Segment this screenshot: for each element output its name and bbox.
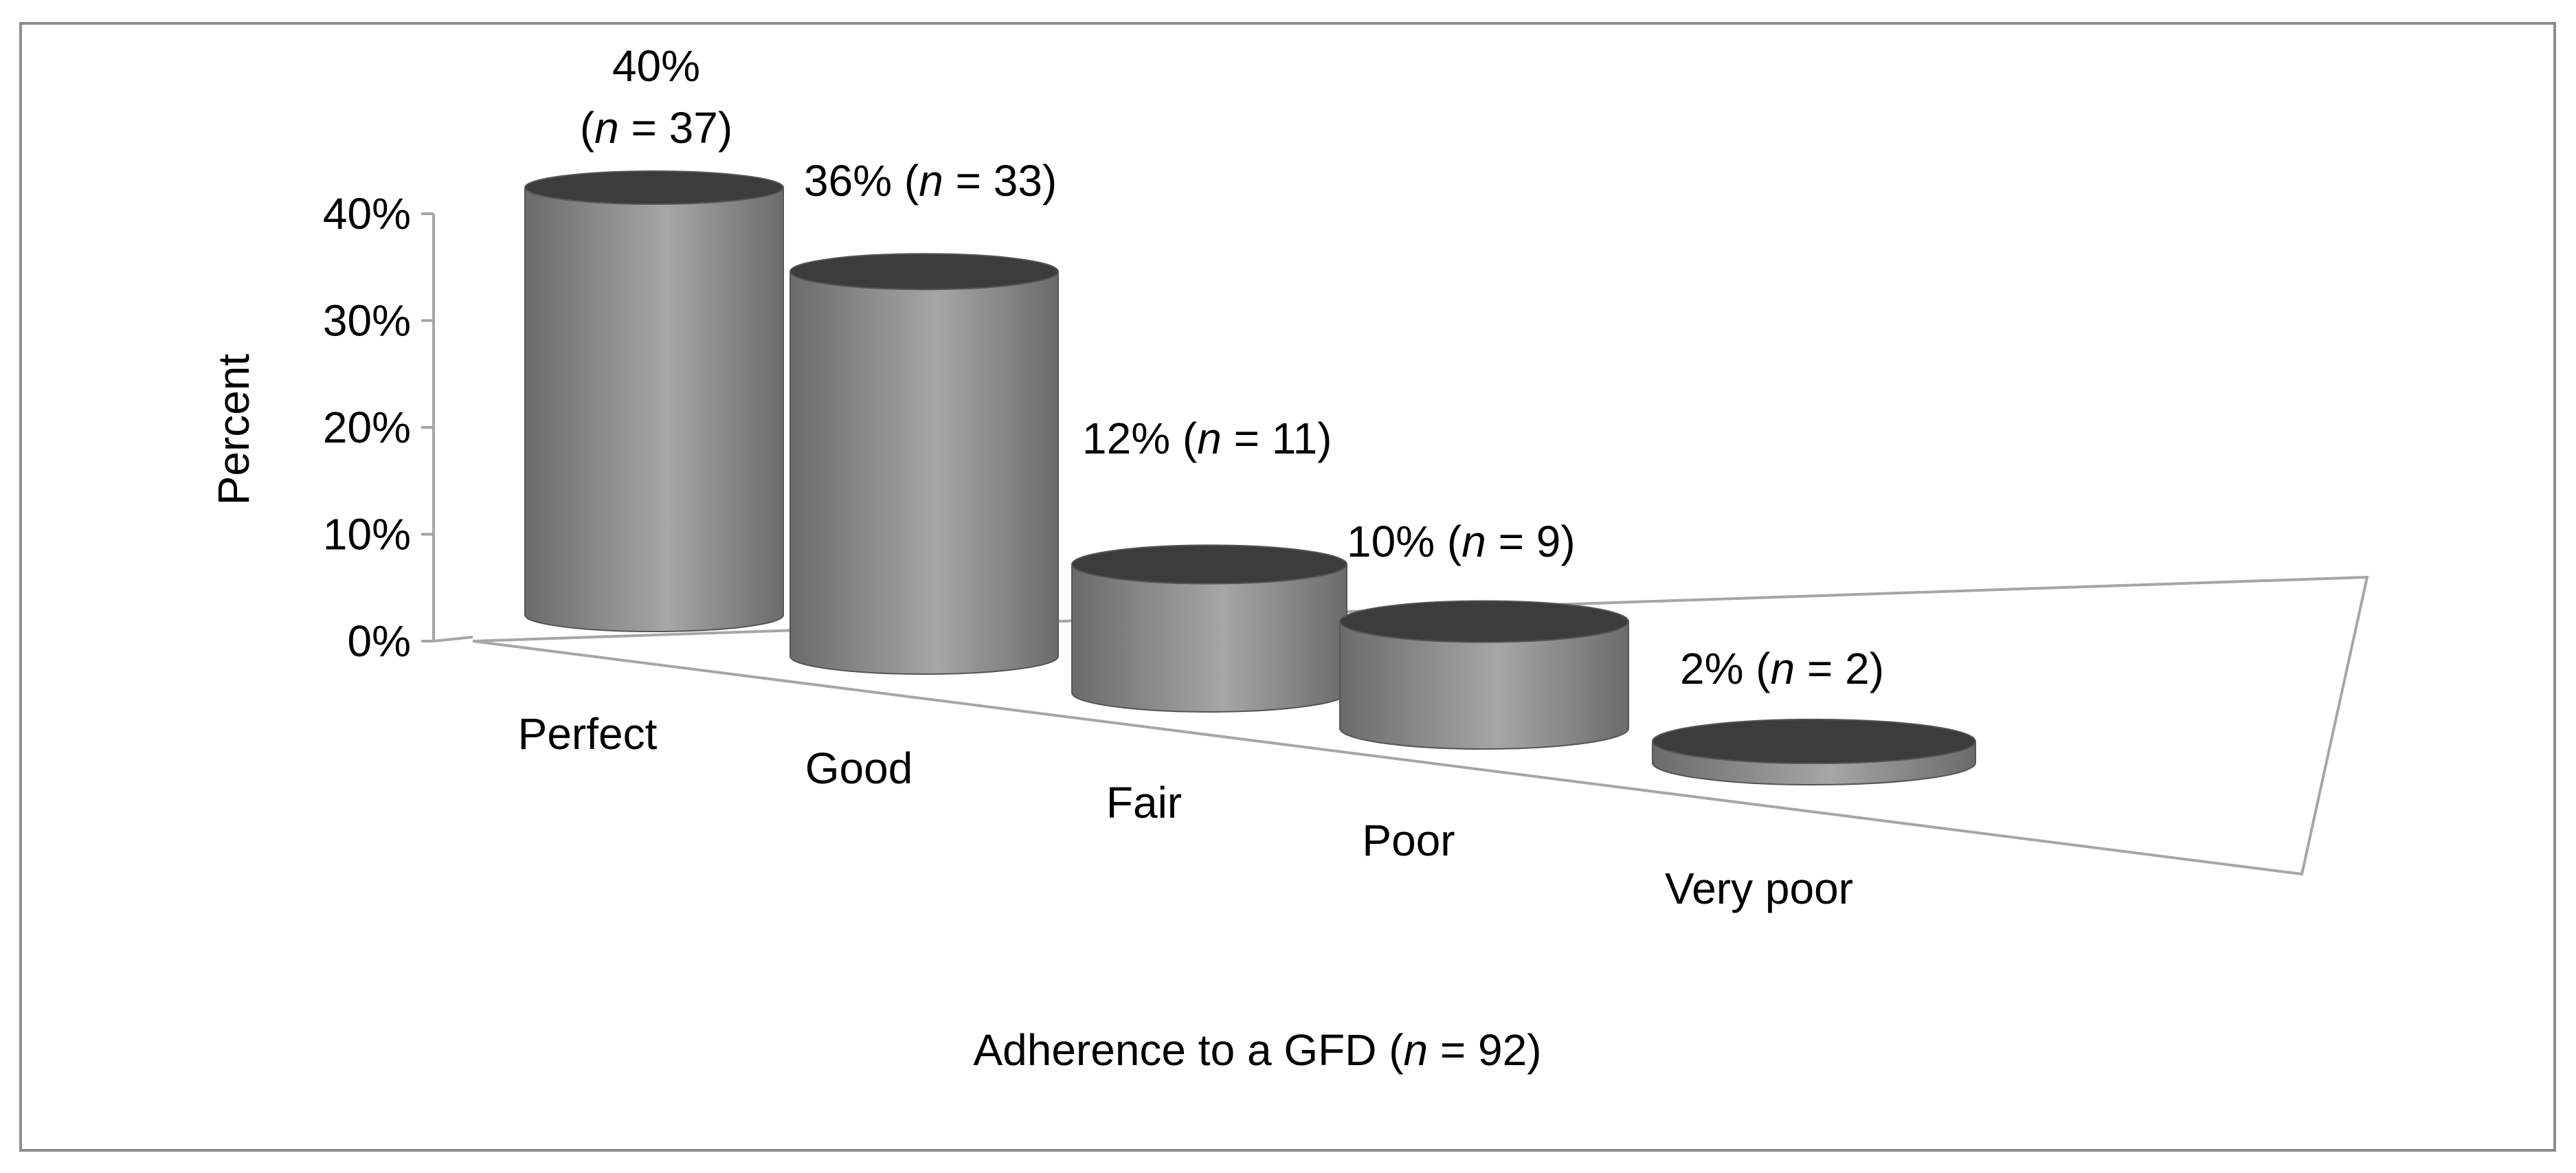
bars (524, 170, 1976, 785)
bar-top (1339, 600, 1629, 643)
bar-good (789, 253, 1059, 675)
bar-top (1071, 544, 1347, 585)
bar-very-poor (1652, 718, 1976, 785)
y-tick-label: 30% (323, 296, 411, 346)
bar-top (789, 253, 1059, 291)
x-tick-label: Very poor (1665, 864, 1853, 913)
bar-body (789, 271, 1059, 675)
y-tick-label: 10% (323, 510, 411, 559)
bar-top (1652, 718, 1976, 764)
y-axis-foot (433, 636, 473, 643)
bar-body (524, 187, 784, 632)
x-axis-title: Adherence to a GFD (n = 92) (973, 1025, 1541, 1075)
data-label: (n = 37) (580, 103, 732, 153)
y-tick-label: 40% (323, 189, 411, 238)
x-tick-label: Fair (1106, 778, 1182, 827)
y-axis-title: Percent (209, 354, 258, 506)
data-labels: 40% (n = 37) 36% (n = 33) 12% (n = 11) 10% (… (518, 41, 1884, 913)
data-label: 2% (n = 2) (1680, 644, 1884, 693)
x-tick-label: Good (805, 744, 913, 793)
x-tick-label: Poor (1362, 816, 1455, 865)
bar-poor (1339, 600, 1629, 750)
bar-perfect (524, 170, 784, 632)
y-tick-label: 20% (323, 403, 411, 452)
y-axis: 0% 10% 20% 30% 40% (323, 189, 473, 666)
bar-top (524, 170, 784, 205)
bar-fair (1071, 544, 1347, 713)
y-tick-label: 0% (348, 616, 412, 666)
bar-body (1071, 564, 1347, 713)
data-label: 36% (n = 33) (804, 156, 1057, 205)
data-label: 12% (n = 11) (1082, 414, 1332, 463)
data-label: 40% (612, 41, 700, 91)
x-tick-label: Perfect (518, 709, 658, 759)
data-label: 10% (n = 9) (1347, 517, 1576, 566)
